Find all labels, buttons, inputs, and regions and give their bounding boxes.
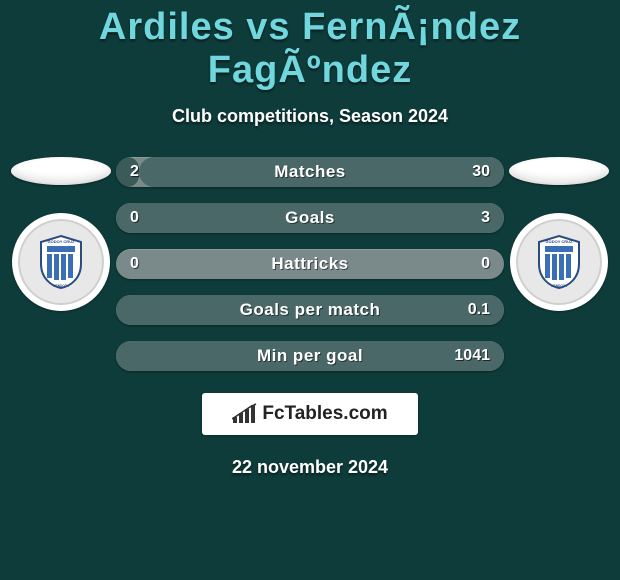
comparison-card: Ardiles vs FernÃ¡ndez FagÃºndez Club com… bbox=[0, 0, 620, 580]
svg-text:MENDOZA: MENDOZA bbox=[53, 284, 70, 288]
stat-label: Min per goal bbox=[116, 346, 504, 366]
right-player-column: GODOY CRUZ MENDOZA bbox=[504, 157, 614, 311]
fctables-label: FcTables.com bbox=[262, 403, 387, 425]
svg-text:GODOY CRUZ: GODOY CRUZ bbox=[47, 239, 75, 244]
stat-row: Min per goal1041 bbox=[116, 341, 504, 371]
page-subtitle: Club competitions, Season 2024 bbox=[0, 106, 620, 127]
bar-chart-icon bbox=[232, 403, 258, 425]
stat-value-right: 30 bbox=[472, 157, 490, 187]
stat-label: Goals per match bbox=[116, 300, 504, 320]
stat-value-right: 3 bbox=[481, 203, 490, 233]
comparison-columns: GODOY CRUZ MENDOZA 2Matches300Goals30Hat… bbox=[0, 157, 620, 371]
datestamp: 22 november 2024 bbox=[0, 457, 620, 478]
stat-rows: 2Matches300Goals30Hattricks0Goals per ma… bbox=[116, 157, 504, 371]
stat-label: Goals bbox=[116, 208, 504, 228]
svg-text:MENDOZA: MENDOZA bbox=[551, 284, 568, 288]
stat-row: 0Goals3 bbox=[116, 203, 504, 233]
stat-value-right: 0.1 bbox=[468, 295, 490, 325]
right-club-badge: GODOY CRUZ MENDOZA bbox=[510, 213, 608, 311]
stat-row: Goals per match0.1 bbox=[116, 295, 504, 325]
stat-label: Hattricks bbox=[116, 254, 504, 274]
page-title: Ardiles vs FernÃ¡ndez FagÃºndez bbox=[0, 0, 620, 92]
stat-row: 2Matches30 bbox=[116, 157, 504, 187]
stat-value-right: 1041 bbox=[454, 341, 490, 371]
stat-row: 0Hattricks0 bbox=[116, 249, 504, 279]
stat-value-right: 0 bbox=[481, 249, 490, 279]
left-club-badge: GODOY CRUZ MENDOZA bbox=[12, 213, 110, 311]
stat-label: Matches bbox=[116, 162, 504, 182]
left-flag-icon bbox=[11, 157, 111, 185]
fctables-brand[interactable]: FcTables.com bbox=[202, 393, 418, 435]
shield-icon: GODOY CRUZ MENDOZA bbox=[535, 234, 583, 290]
left-player-column: GODOY CRUZ MENDOZA bbox=[6, 157, 116, 311]
svg-text:GODOY CRUZ: GODOY CRUZ bbox=[545, 239, 573, 244]
shield-icon: GODOY CRUZ MENDOZA bbox=[37, 234, 85, 290]
right-flag-icon bbox=[509, 157, 609, 185]
